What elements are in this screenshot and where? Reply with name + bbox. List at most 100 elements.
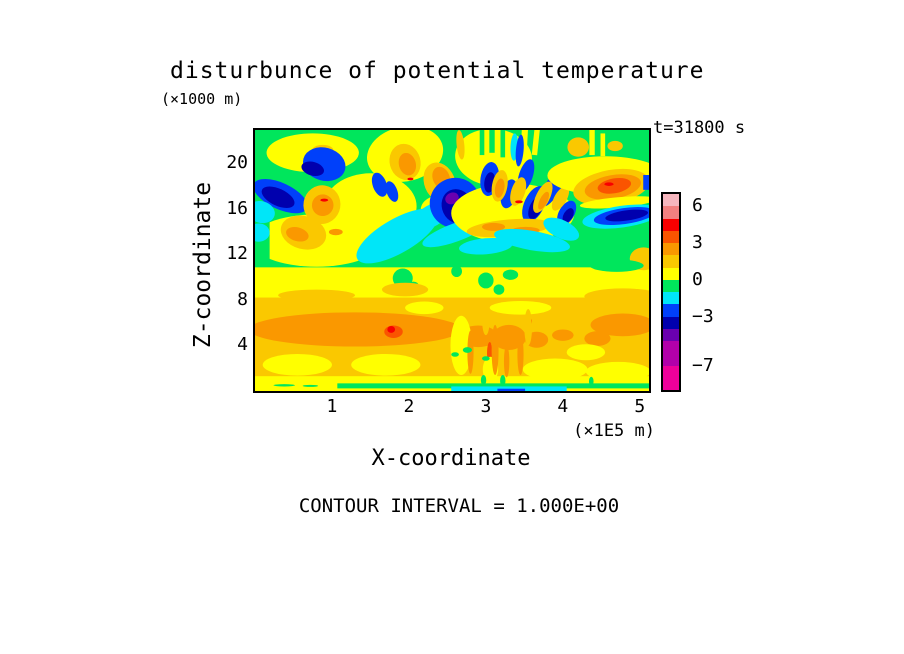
colorbar-segment	[663, 316, 679, 329]
contour-region	[456, 130, 465, 160]
contour-region	[510, 177, 527, 206]
contour-region	[451, 352, 459, 357]
contour-region	[607, 140, 623, 152]
colorbar-segment	[663, 218, 679, 231]
contour-region	[515, 200, 523, 204]
contour-region	[482, 222, 506, 231]
contour-region	[385, 181, 399, 202]
contour-region	[502, 269, 519, 280]
contour-region	[450, 315, 473, 376]
contour-region	[286, 227, 309, 242]
contour-field	[255, 130, 649, 391]
y-axis-units-label: (×1000 m)	[161, 90, 243, 108]
contour-region	[605, 209, 649, 222]
contour-region	[579, 196, 649, 209]
time-annotation: t=31800 s	[653, 118, 746, 138]
contour-region	[320, 198, 329, 202]
contour-region	[351, 353, 421, 376]
contour-region	[381, 282, 429, 297]
contour-region	[328, 228, 343, 236]
contour-region	[492, 324, 526, 350]
contour-region	[597, 177, 632, 194]
contour-region	[538, 191, 550, 210]
contour-region	[584, 288, 649, 305]
colorbar-segment	[663, 243, 679, 256]
contour-region	[551, 186, 570, 211]
contour-region	[600, 133, 606, 157]
contour-region	[459, 237, 513, 255]
contour-region	[405, 301, 444, 315]
contour-region	[589, 130, 595, 156]
contour-region	[478, 272, 494, 289]
contour-region	[337, 383, 649, 389]
contour-region	[562, 208, 574, 223]
contour-region	[311, 194, 334, 217]
contour-region	[398, 152, 417, 176]
contour-region	[262, 353, 332, 376]
y-tick-label: 8	[237, 288, 248, 310]
colorbar-tick-label: −3	[692, 305, 714, 327]
x-tick-label: 2	[403, 396, 415, 417]
colorbar-segment	[663, 292, 679, 305]
chart-title: disturbunce of potential temperature	[170, 58, 705, 84]
colorbar-segment	[663, 206, 679, 219]
contour-region	[494, 228, 570, 253]
colorbar-tick-label: 0	[692, 268, 703, 290]
contour-region	[522, 358, 588, 381]
contour-region	[643, 175, 649, 190]
contour-region	[482, 356, 490, 361]
colorbar-segment	[663, 255, 679, 268]
contour-region	[524, 308, 533, 346]
contour-region	[604, 182, 614, 186]
contour-region	[445, 192, 459, 205]
y-tick-label: 20	[226, 152, 248, 174]
contour-region	[255, 312, 462, 347]
contour-region	[503, 345, 510, 378]
contour-region	[531, 130, 540, 156]
x-axis-units-label: (×1E5 m)	[573, 421, 655, 441]
y-tick-label: 12	[226, 243, 248, 265]
colorbar-segment	[663, 328, 679, 341]
contour-region	[467, 330, 474, 374]
contour-region	[567, 137, 589, 157]
contour-region	[489, 130, 495, 153]
contour-region	[494, 178, 505, 198]
colorbar-segment	[663, 279, 679, 292]
colorbar-segment	[663, 365, 679, 390]
contour-region	[585, 361, 649, 382]
contour-region	[255, 201, 275, 224]
colorbar-tick-label: −7	[692, 354, 714, 376]
x-tick-label: 1	[326, 396, 338, 417]
contour-region	[462, 347, 473, 353]
contour-region	[371, 172, 388, 197]
contour-region	[584, 331, 611, 346]
colorbar	[661, 192, 681, 392]
contour-region	[590, 313, 649, 337]
contour-region	[480, 375, 487, 386]
contour-region	[407, 177, 414, 181]
contour-region	[479, 130, 485, 156]
contour-region	[301, 161, 325, 177]
contour-region	[589, 259, 644, 272]
contour-region	[387, 326, 396, 333]
contour-interval-note: CONTOUR INTERVAL = 1.000E+00	[298, 495, 620, 517]
x-tick-label: 3	[480, 396, 492, 417]
colorbar-segment	[663, 341, 679, 366]
plot-area	[253, 128, 651, 393]
colorbar-tick-label: 3	[692, 232, 703, 253]
colorbar-segment	[663, 267, 679, 280]
contour-region	[302, 384, 319, 387]
contour-region	[491, 324, 499, 376]
x-axis-title: X-coordinate	[371, 446, 531, 471]
contour-region	[566, 344, 606, 361]
contour-region	[588, 376, 594, 386]
contour-region	[278, 289, 356, 301]
contour-region	[500, 375, 506, 387]
contour-region	[451, 265, 463, 278]
contour-region	[482, 303, 490, 336]
contour-region	[517, 334, 524, 376]
colorbar-tick-label: 6	[692, 195, 703, 217]
contour-region	[273, 384, 296, 387]
x-tick-label: 4	[557, 396, 569, 417]
